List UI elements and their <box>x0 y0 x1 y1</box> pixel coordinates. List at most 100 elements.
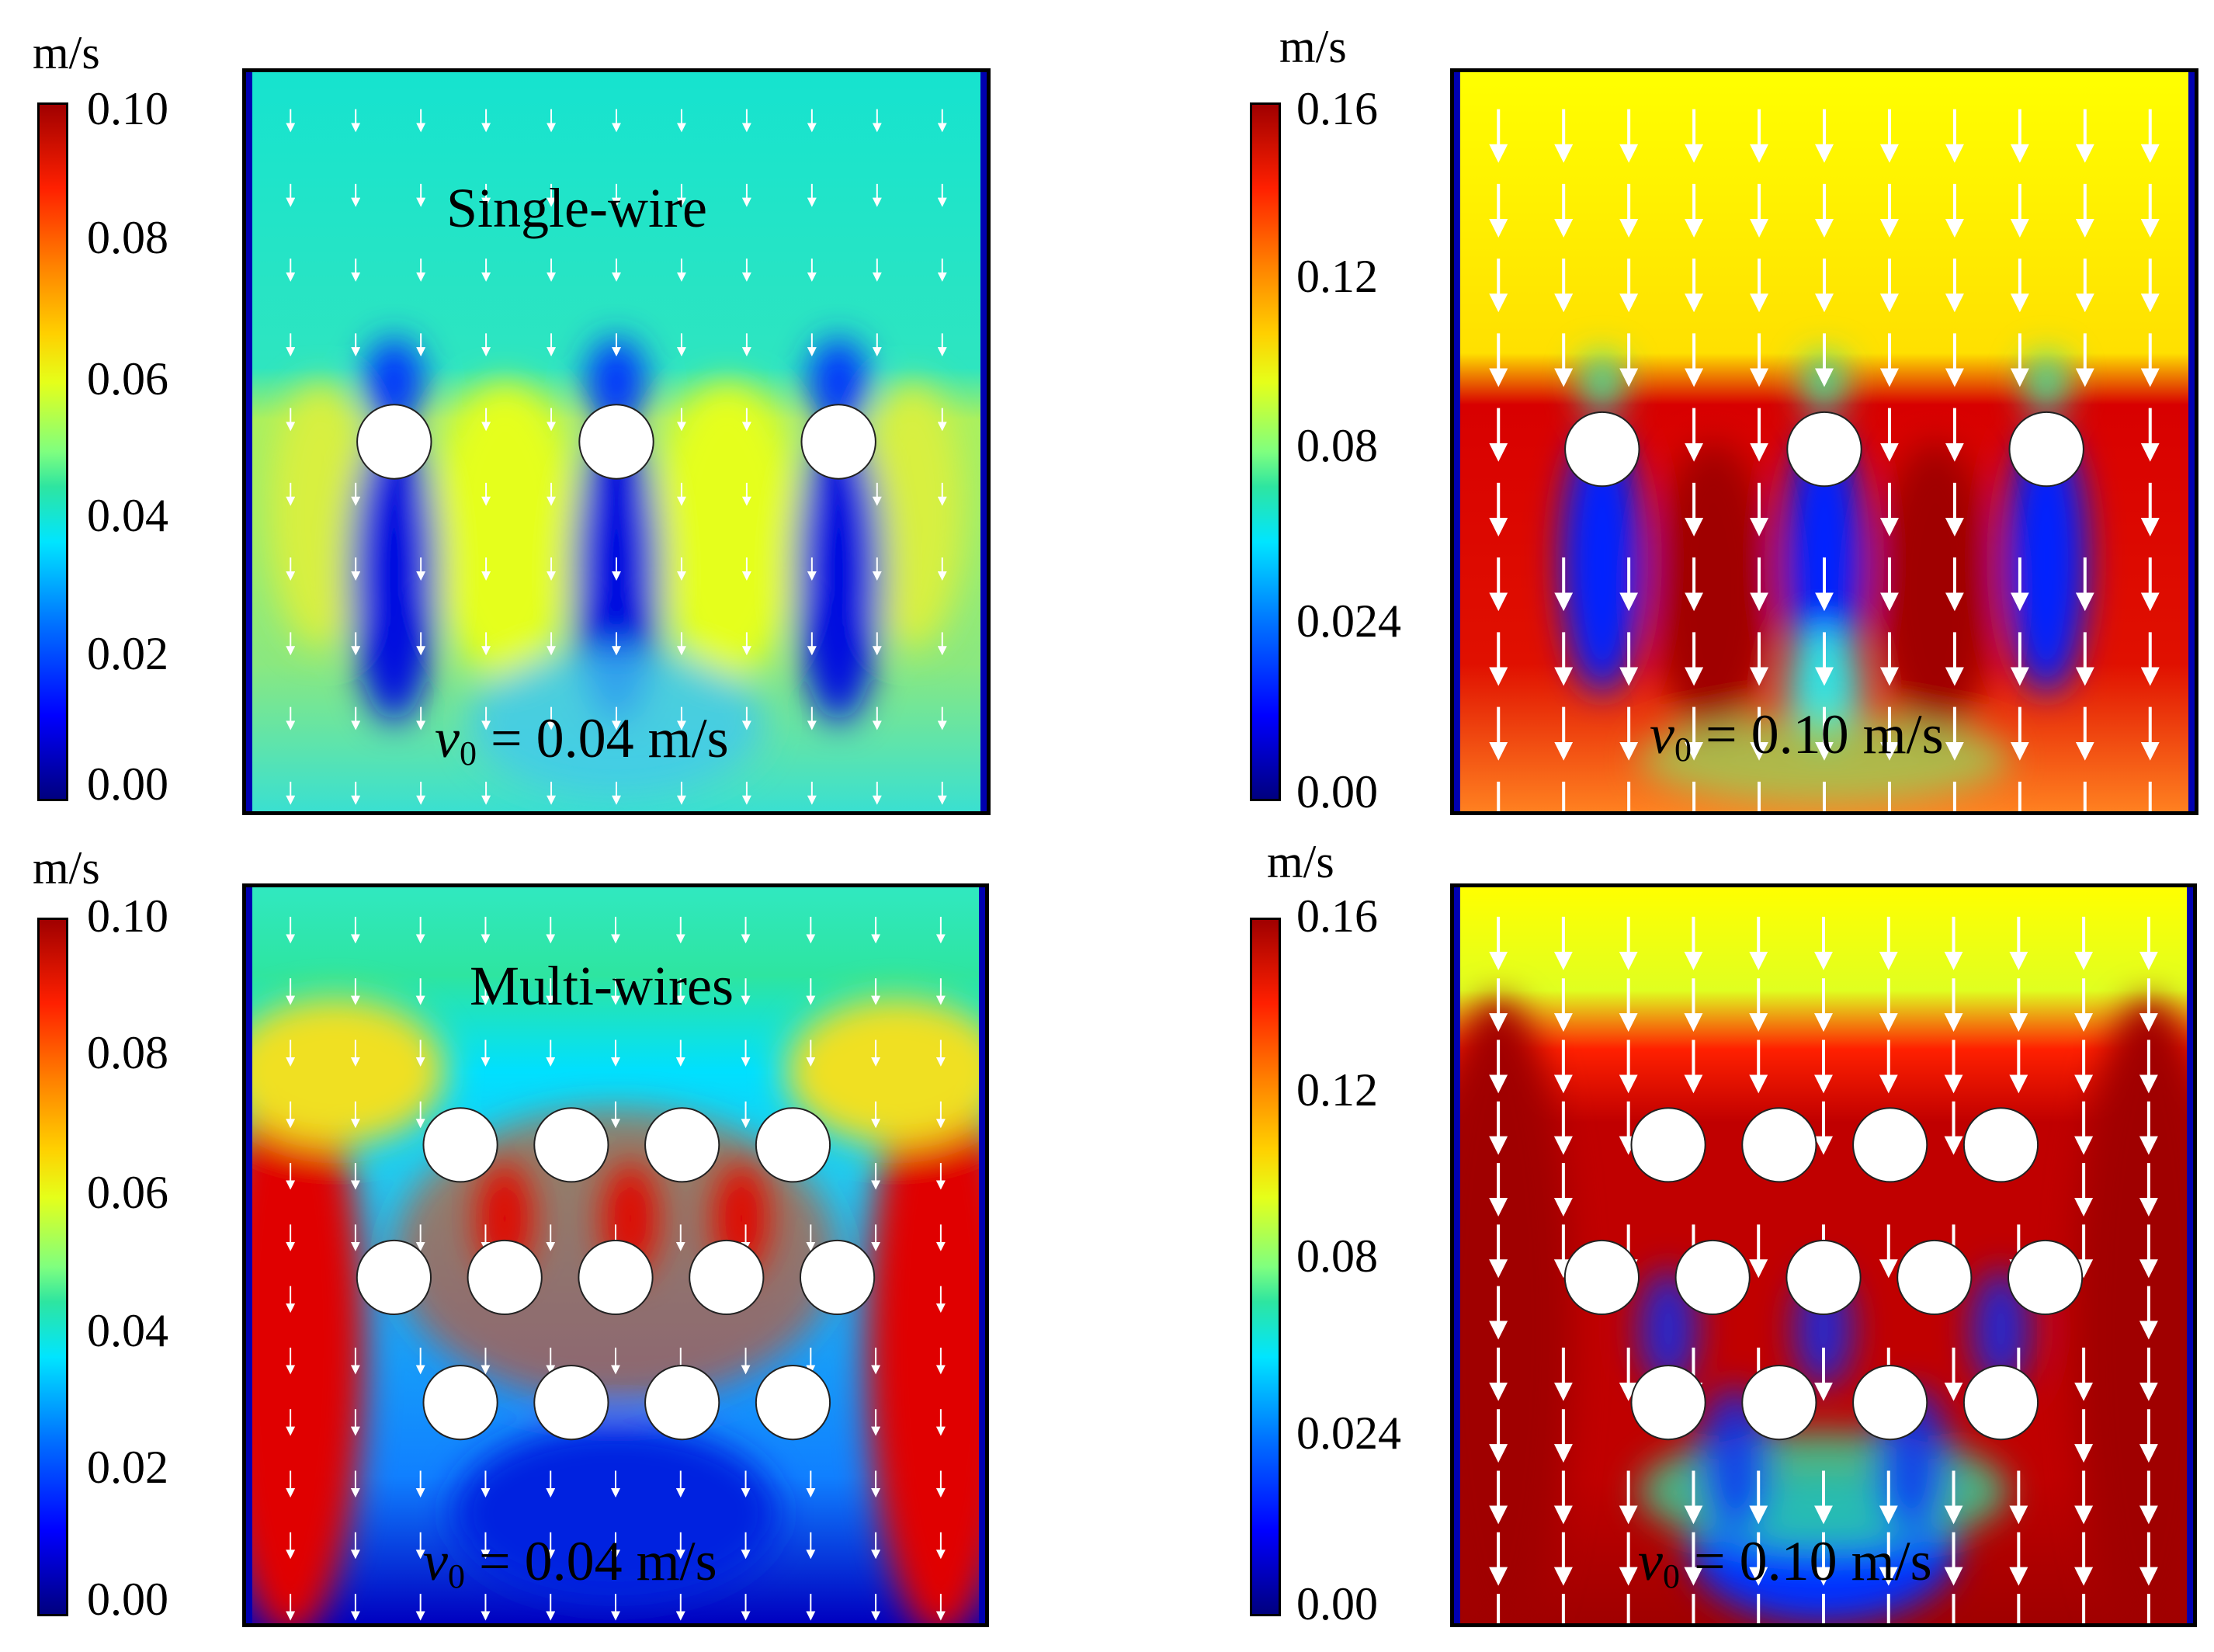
flow-region <box>586 338 647 427</box>
tick-label: 0.10 <box>87 890 168 942</box>
flow-region <box>2024 352 2069 412</box>
tick-label: 0.10 <box>87 83 168 134</box>
velocity-subscript: 0 <box>459 734 477 772</box>
tick-label: 0.12 <box>1296 251 1378 302</box>
wire-circle <box>422 1365 498 1441</box>
wall-left <box>1454 887 1460 1623</box>
colorbar-unit: m/s <box>1279 21 1347 72</box>
velocity-symbol: v <box>435 707 460 769</box>
wire-circle <box>467 1239 543 1316</box>
wire-circle <box>1630 1365 1706 1441</box>
velocity-label: v0 = 0.10 m/s <box>1650 706 1944 767</box>
colorbar-unit: m/s <box>33 842 100 894</box>
wire-circle <box>1852 1107 1928 1183</box>
flow-region <box>268 382 373 649</box>
flow-region <box>364 338 424 427</box>
wire-circle <box>1785 1239 1862 1316</box>
flow-region <box>786 998 985 1145</box>
velocity-symbol: v <box>1650 703 1674 765</box>
wire-circle <box>755 1365 831 1441</box>
velocity-field <box>242 883 989 1627</box>
flow-region <box>2074 998 2193 1623</box>
colorbar <box>1250 918 1281 1616</box>
tick-label: 0.08 <box>87 1027 168 1078</box>
velocity-arrows <box>1489 109 2160 811</box>
velocity-value: = 0.04 m/s <box>478 1530 717 1592</box>
wall-left <box>1454 72 1460 811</box>
wire-circle <box>2008 411 2084 488</box>
wire-circle <box>533 1107 609 1183</box>
velocity-label: v0 = 0.04 m/s <box>423 1533 717 1594</box>
velocity-label: v0 = 0.04 m/s <box>435 710 729 771</box>
tick-label: 0.08 <box>87 212 168 263</box>
wire-circle <box>1563 1239 1640 1316</box>
wire-circle <box>1564 411 1640 488</box>
wall-right <box>2187 887 2193 1623</box>
wire-circle <box>800 404 876 480</box>
wire-circle <box>644 1107 720 1183</box>
wire-circle <box>1630 1107 1706 1183</box>
flow-region <box>1454 998 1573 1623</box>
flow-field-svg <box>1454 887 2193 1623</box>
wires <box>356 1107 876 1441</box>
flow-region <box>246 998 446 1145</box>
colorbar <box>1250 102 1281 801</box>
tick-label: 0.04 <box>87 490 168 541</box>
flow-region <box>1580 352 1625 412</box>
flow-blobs <box>246 998 985 1623</box>
velocity-arrows <box>286 916 946 1621</box>
tick-label: 0.02 <box>87 1442 168 1493</box>
wire-circle <box>689 1239 765 1316</box>
panel-title: Single-wire <box>446 177 707 239</box>
colorbar-unit: m/s <box>1267 836 1334 887</box>
velocity-symbol: v <box>1638 1530 1663 1592</box>
flow-region <box>246 1049 365 1623</box>
flow-region <box>1876 442 1995 738</box>
wires <box>1563 1107 2084 1441</box>
wire-circle <box>578 1239 654 1316</box>
wire-circle <box>1741 1107 1817 1183</box>
tick-label: 0.024 <box>1296 1407 1401 1459</box>
wire-circle <box>422 1107 498 1183</box>
flow-field-svg <box>1454 72 2195 811</box>
flow-field-svg <box>246 72 987 811</box>
flow-region <box>2005 426 2087 693</box>
wall-right <box>980 72 987 811</box>
wire-circle <box>578 404 654 480</box>
wire-circle <box>533 1365 609 1441</box>
tick-label: 0.00 <box>1296 1578 1378 1629</box>
velocity-value: = 0.10 m/s <box>1705 703 1944 765</box>
wires <box>356 404 876 480</box>
flow-region <box>809 338 869 427</box>
panel-title: Multi-wires <box>470 955 734 1017</box>
tick-label: 0.00 <box>87 758 168 810</box>
wires <box>1564 411 2084 488</box>
velocity-field <box>1450 883 2197 1627</box>
velocity-subscript: 0 <box>1674 731 1692 769</box>
tick-label: 0.00 <box>1296 766 1378 817</box>
flow-region <box>653 382 802 678</box>
tick-label: 0.12 <box>1296 1064 1378 1116</box>
wire-circle <box>356 404 432 480</box>
velocity-value: = 0.04 m/s <box>490 707 729 769</box>
tick-label: 0.08 <box>1296 420 1378 471</box>
wire-circle <box>1896 1239 1973 1316</box>
flow-region <box>860 382 965 649</box>
wire-circle <box>800 1239 876 1316</box>
wire-circle <box>644 1365 720 1441</box>
flow-field-svg <box>246 887 985 1623</box>
flow-region <box>453 1425 779 1602</box>
velocity-arrows <box>1489 916 2158 1623</box>
tick-label: 0.16 <box>1296 890 1378 942</box>
tick-label: 0.00 <box>87 1574 168 1625</box>
wire-circle <box>1674 1239 1751 1316</box>
wall-left <box>246 887 252 1623</box>
wire-circle <box>755 1107 831 1183</box>
wire-circle <box>1962 1365 2039 1441</box>
tick-label: 0.08 <box>1296 1230 1378 1282</box>
colorbar-unit: m/s <box>33 27 100 78</box>
wall-left <box>246 72 252 811</box>
velocity-label: v0 = 0.10 m/s <box>1638 1533 1932 1594</box>
wire-circle <box>356 1239 432 1316</box>
tick-label: 0.04 <box>87 1305 168 1356</box>
